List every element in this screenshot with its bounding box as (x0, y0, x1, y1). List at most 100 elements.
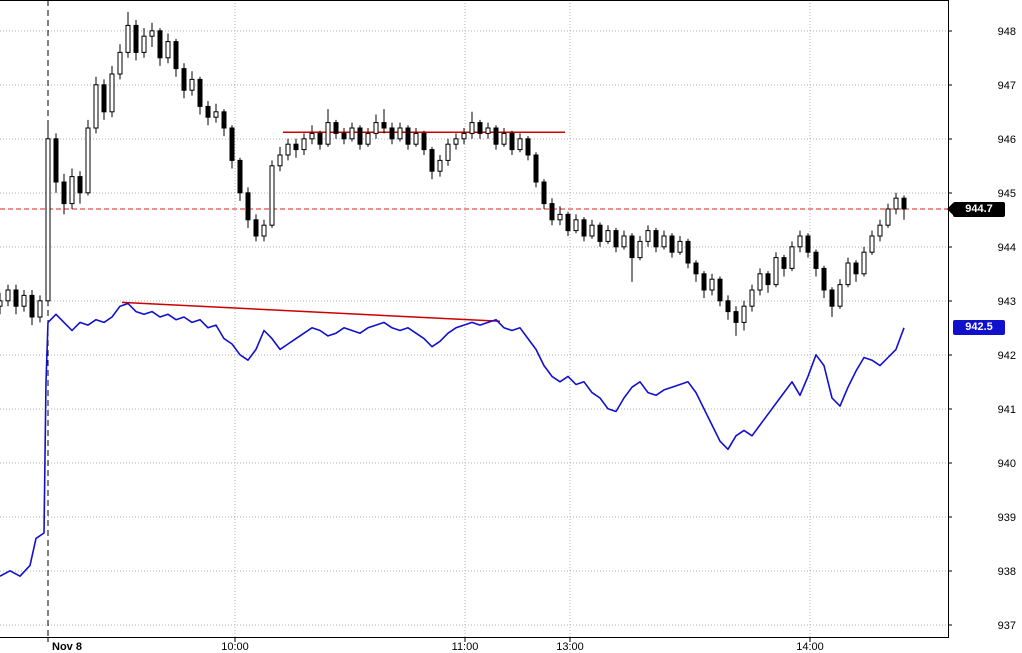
candle-body (133, 24, 139, 53)
candle-body (565, 213, 571, 232)
candle-body (477, 122, 483, 134)
candle-body (589, 224, 595, 237)
candle-body (357, 127, 363, 145)
candle-body (237, 159, 243, 194)
candle-body (533, 154, 539, 183)
candle-body (621, 235, 627, 248)
candle-body (221, 111, 227, 129)
candle-body (93, 84, 99, 129)
candle-body (461, 132, 467, 140)
candle-body (861, 251, 867, 275)
candle-body (69, 176, 75, 205)
candle-body (317, 132, 323, 145)
x-axis-label: Nov 8 (52, 641, 82, 653)
x-axis-label: 14:00 (796, 641, 824, 653)
candle-body (333, 122, 339, 134)
series-layer[interactable] (0, 11, 907, 578)
y-tick-label: 948 (998, 26, 1016, 38)
candle-body (669, 235, 675, 253)
x-axis-label: 10:00 (221, 641, 249, 653)
candle-body (229, 127, 235, 161)
candle-body (37, 300, 43, 318)
y-tick-label: 942 (998, 350, 1016, 362)
candle-body (197, 78, 203, 107)
candle-body (573, 219, 579, 232)
candle-body (789, 246, 795, 269)
secondary-line-series[interactable] (0, 302, 905, 578)
candle-body (893, 197, 899, 210)
x-axis-label: 11:00 (452, 641, 479, 653)
annotations[interactable] (0, 0, 948, 638)
candle-body (13, 289, 19, 307)
candle-body (469, 122, 475, 134)
candle-body (413, 132, 419, 145)
candle-body (261, 224, 267, 237)
candle-body (557, 213, 563, 221)
x-axis-label: 13:00 (556, 641, 584, 653)
candle-body (277, 154, 283, 167)
candle-body (877, 224, 883, 237)
candle-body (365, 132, 371, 145)
candle-body (757, 273, 763, 291)
candle-body (189, 78, 195, 91)
candle-body (829, 289, 835, 307)
candle-body (525, 138, 531, 156)
candle-body (613, 230, 619, 248)
candle-body (493, 127, 499, 145)
candle-body (213, 111, 219, 118)
secondary-last-price-marker: 942.5 (953, 320, 1005, 336)
candle-body (29, 294, 35, 318)
y-tick-label: 941 (998, 404, 1016, 416)
y-tick-label: 937 (998, 620, 1016, 632)
trendline[interactable] (121, 301, 501, 323)
candle-body (517, 138, 523, 151)
candle-body (181, 68, 187, 91)
candle-body (45, 138, 51, 302)
candle-body (605, 230, 611, 242)
candlestick-series[interactable] (0, 11, 907, 336)
candle-body (437, 159, 443, 172)
candle-body (101, 84, 107, 113)
candle-body (269, 165, 275, 226)
y-tick-label: 946 (998, 134, 1016, 146)
candle-body (813, 251, 819, 269)
gridlines (0, 0, 948, 638)
candle-body (165, 41, 171, 59)
y-tick-label: 939 (998, 512, 1016, 524)
candle-body (325, 122, 331, 145)
candle-body (509, 132, 515, 151)
candle-body (645, 230, 651, 242)
candle-body (837, 284, 843, 307)
candle-body (853, 262, 859, 275)
candle-body (885, 208, 891, 226)
y-tick-label: 944 (998, 242, 1016, 254)
candle-body (701, 273, 707, 291)
candle-body (381, 122, 387, 129)
candle-body (485, 127, 491, 134)
candle-body (253, 219, 259, 237)
candle-body (693, 262, 699, 275)
candle-body (21, 294, 27, 307)
candle-body (845, 262, 851, 286)
candle-body (685, 240, 691, 264)
candle-body (85, 127, 91, 194)
candle-body (765, 273, 771, 286)
y-tick-label: 943 (998, 296, 1016, 308)
candle-body (581, 219, 587, 237)
candle-body (717, 278, 723, 302)
candle-body (429, 149, 435, 172)
y-tick-label: 947 (998, 80, 1016, 92)
candle-body (53, 138, 59, 183)
candle-body (797, 235, 803, 248)
candle-body (285, 143, 291, 156)
candle-body (901, 197, 907, 210)
candle-body (109, 73, 115, 113)
last-price-marker: 944.7 (947, 201, 1005, 217)
candle-body (629, 235, 635, 259)
candle-body (869, 235, 875, 253)
y-tick-label: 945 (998, 188, 1016, 200)
candle-body (709, 278, 715, 291)
candle-body (773, 257, 779, 286)
